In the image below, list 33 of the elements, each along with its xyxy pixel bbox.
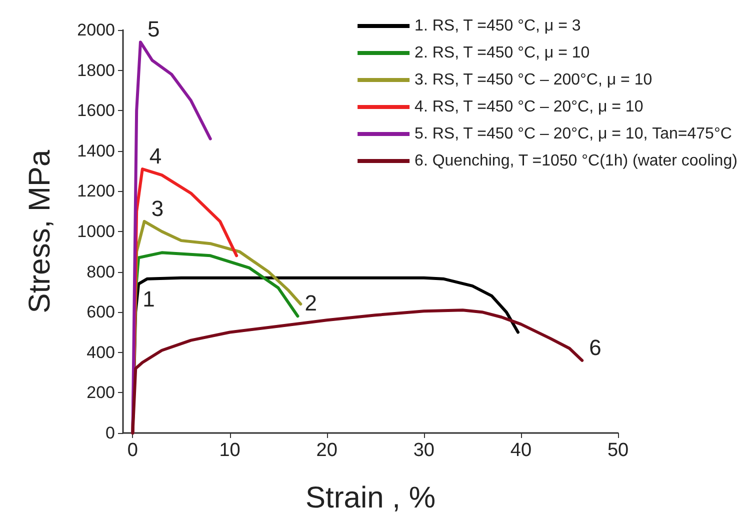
annotation: 1 — [142, 286, 155, 312]
x-axis-title: Strain , % — [305, 482, 436, 514]
legend-label: 3. RS, T =450 °C – 200°C, μ = 10 — [414, 72, 652, 88]
x-tick-label: 10 — [219, 440, 240, 461]
x-tick-label: 20 — [316, 440, 338, 461]
x-tick-label: 40 — [510, 440, 532, 461]
x-tick-label: 50 — [607, 440, 629, 461]
legend-label: 2. RS, T =450 °C, μ = 10 — [414, 44, 590, 62]
legend-label: 5. RS, T =450 °C – 20°C, μ = 10, Tan=475°C — [414, 126, 732, 142]
y-tick-label: 0 — [106, 424, 115, 442]
y-tick-label: 1000 — [77, 222, 115, 241]
y-tick-label: 200 — [86, 383, 115, 402]
annotation: 5 — [147, 16, 160, 42]
x-tick-label: 0 — [127, 440, 138, 461]
y-tick-label: 1600 — [77, 101, 115, 120]
y-tick-label: 400 — [86, 342, 115, 362]
annotation: 4 — [149, 144, 162, 169]
annotation: 3 — [151, 196, 164, 221]
x-tick-label: 30 — [413, 440, 434, 461]
y-tick-label: 1800 — [77, 60, 115, 80]
line-series — [131, 40, 212, 434]
y-tick-label: 1400 — [77, 141, 115, 160]
y-tick-label: 1200 — [77, 182, 115, 201]
annotation: 6 — [589, 334, 602, 360]
y-tick-label: 2000 — [77, 20, 115, 40]
y-tick-label: 800 — [86, 262, 115, 282]
y-tick-label: 600 — [86, 302, 115, 322]
annotation: 2 — [304, 290, 317, 316]
legend-label: 6. Quenching, T =1050 °C(1h) (water cooling) — [414, 152, 738, 170]
y-axis-title: Stress, MPa — [24, 150, 56, 314]
legend-label: 1. RS, T =450 °C, μ = 3 — [414, 18, 581, 34]
legend-label: 4. RS, T =450 °C – 20°C, μ = 10 — [414, 98, 644, 116]
line-series — [131, 308, 584, 434]
